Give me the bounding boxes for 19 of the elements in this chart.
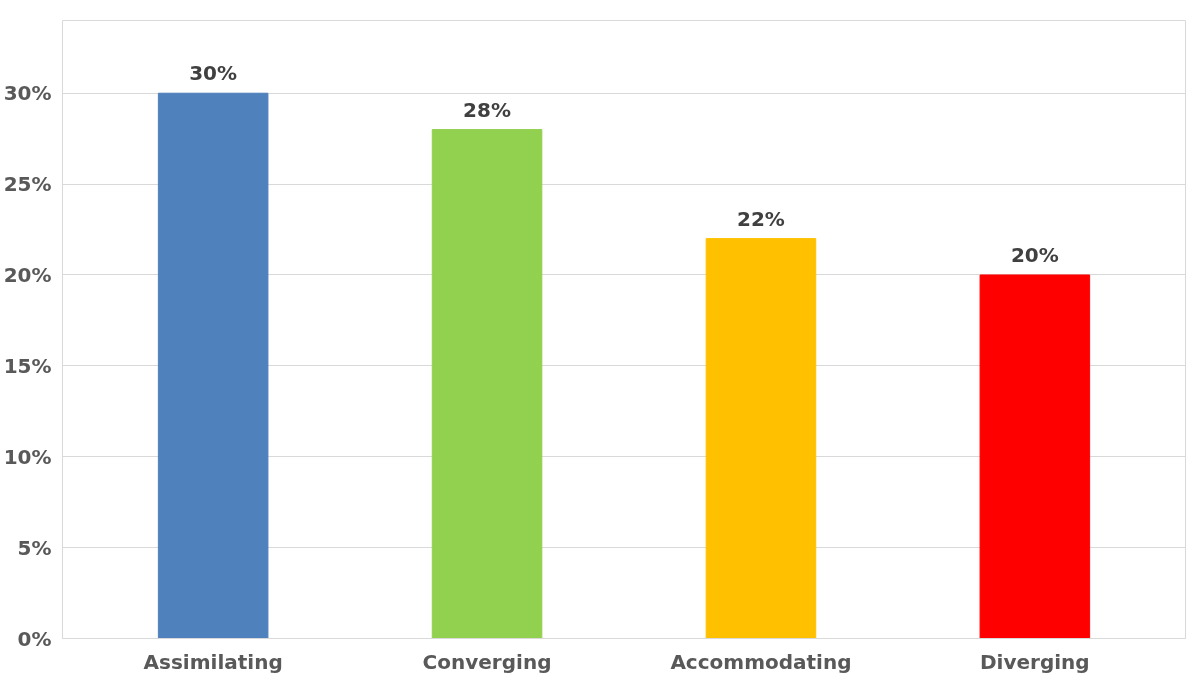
x-tick-label: Diverging [980, 649, 1090, 674]
bar [705, 238, 817, 639]
y-tick-label: 0% [17, 626, 52, 651]
data-label: 20% [1010, 242, 1059, 267]
y-tick-label: 25% [3, 172, 52, 197]
y-tick-label: 30% [3, 81, 52, 106]
bar [157, 92, 269, 639]
y-tick-label: 5% [17, 535, 52, 560]
x-tick-label: Assimilating [143, 649, 283, 674]
data-label: 22% [737, 206, 785, 231]
y-tick-label: 10% [3, 444, 52, 469]
x-tick-label: Converging [422, 649, 552, 674]
y-tick-label: 20% [3, 262, 52, 287]
data-label: 28% [463, 97, 511, 122]
bar [979, 274, 1091, 639]
bar [431, 129, 543, 639]
data-label: 30% [189, 61, 238, 86]
x-tick-label: Accommodating [670, 649, 852, 674]
y-tick-label: 15% [3, 353, 52, 378]
